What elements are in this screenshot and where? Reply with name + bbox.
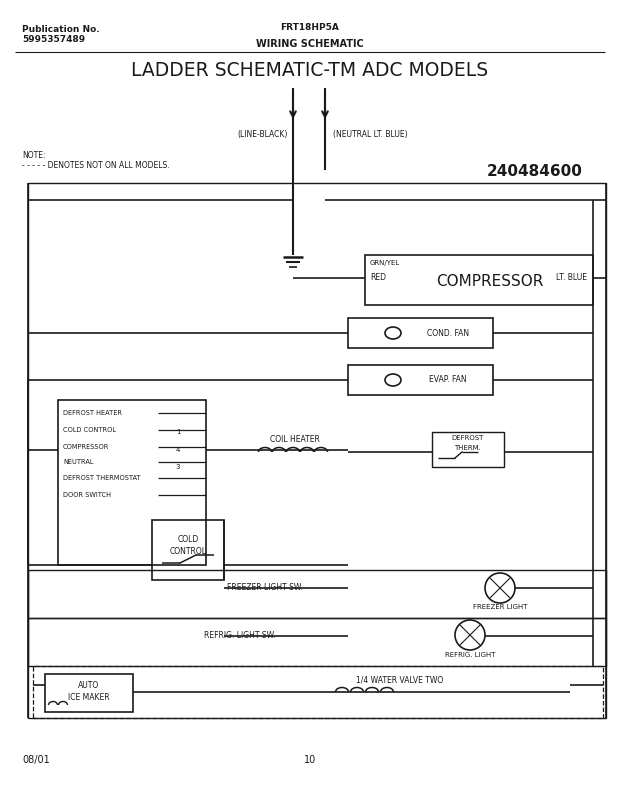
Text: 08/01: 08/01 bbox=[22, 755, 50, 765]
Text: GRN/YEL: GRN/YEL bbox=[370, 260, 401, 266]
Bar bbox=[45, 674, 133, 712]
Text: 10: 10 bbox=[304, 755, 316, 765]
Bar bbox=[33, 666, 603, 718]
Text: 3: 3 bbox=[175, 464, 180, 470]
Text: 240484600: 240484600 bbox=[487, 164, 583, 179]
Text: COMPRESSOR: COMPRESSOR bbox=[63, 444, 109, 450]
Text: CONTROL: CONTROL bbox=[169, 548, 206, 557]
Bar bbox=[365, 255, 593, 305]
Text: EVAP. FAN: EVAP. FAN bbox=[429, 376, 467, 384]
Text: RED: RED bbox=[370, 273, 386, 283]
Text: FREEZER LIGHT SW.: FREEZER LIGHT SW. bbox=[227, 584, 303, 592]
Bar bbox=[432, 432, 504, 467]
Text: LADDER SCHEMATIC-TM ADC MODELS: LADDER SCHEMATIC-TM ADC MODELS bbox=[131, 60, 489, 79]
Text: LT. BLUE: LT. BLUE bbox=[556, 273, 587, 283]
Text: COIL HEATER: COIL HEATER bbox=[270, 435, 320, 445]
Text: DEFROST: DEFROST bbox=[452, 435, 484, 441]
Text: NOTE:: NOTE: bbox=[22, 151, 45, 160]
Text: 4: 4 bbox=[176, 447, 180, 453]
Text: COMPRESSOR: COMPRESSOR bbox=[436, 275, 544, 290]
Bar bbox=[58, 400, 206, 565]
Text: FREEZER LIGHT: FREEZER LIGHT bbox=[472, 604, 527, 610]
Text: ICE MAKER: ICE MAKER bbox=[68, 692, 110, 702]
Bar bbox=[152, 520, 224, 580]
Text: - - - - - DENOTES NOT ON ALL MODELS.: - - - - - DENOTES NOT ON ALL MODELS. bbox=[22, 160, 170, 169]
Text: REFRIG. LIGHT SW.: REFRIG. LIGHT SW. bbox=[204, 631, 276, 641]
Text: COLD CONTROL: COLD CONTROL bbox=[63, 427, 116, 433]
Text: DEFROST THERMOSTAT: DEFROST THERMOSTAT bbox=[63, 475, 141, 481]
Bar bbox=[348, 365, 493, 395]
Text: DEFROST HEATER: DEFROST HEATER bbox=[63, 410, 122, 416]
Text: REFRIG. LIGHT: REFRIG. LIGHT bbox=[445, 652, 495, 658]
Bar bbox=[348, 318, 493, 348]
Text: DOOR SWITCH: DOOR SWITCH bbox=[63, 492, 111, 498]
Bar bbox=[28, 183, 606, 718]
Text: THERM.: THERM. bbox=[454, 445, 482, 451]
Bar bbox=[28, 570, 606, 618]
Text: FRT18HP5A: FRT18HP5A bbox=[281, 24, 339, 33]
Text: (NEUTRAL LT. BLUE): (NEUTRAL LT. BLUE) bbox=[333, 129, 407, 138]
Text: WIRING SCHEMATIC: WIRING SCHEMATIC bbox=[256, 39, 364, 49]
Text: AUTO: AUTO bbox=[78, 680, 100, 689]
Text: COLD: COLD bbox=[177, 535, 198, 545]
Text: 1/4 WATER VALVE TWO: 1/4 WATER VALVE TWO bbox=[356, 676, 444, 684]
Text: 5995357489: 5995357489 bbox=[22, 36, 85, 44]
Text: (LINE-BLACK): (LINE-BLACK) bbox=[238, 129, 288, 138]
Text: Publication No.: Publication No. bbox=[22, 25, 100, 34]
Text: NEUTRAL: NEUTRAL bbox=[63, 459, 94, 465]
Bar bbox=[28, 618, 606, 666]
Text: 1: 1 bbox=[175, 429, 180, 435]
Text: COND. FAN: COND. FAN bbox=[427, 329, 469, 337]
